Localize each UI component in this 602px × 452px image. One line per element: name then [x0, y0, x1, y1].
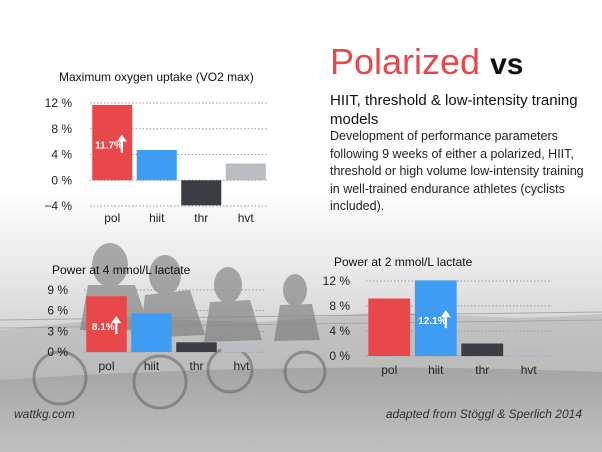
chart-power4-category-label: hiit	[144, 359, 160, 373]
chart-vo2max-bar-thr	[181, 180, 222, 206]
footer-citation: adapted from Stöggl & Sperlich 2014	[385, 407, 582, 421]
chart-power2-category-label: pol	[381, 363, 397, 377]
chart-vo2max-ytick-label: −4 %	[44, 199, 72, 213]
chart-power2-category-label: hiit	[428, 363, 444, 377]
chart-power4-title: Power at 4 mmol/L lactate	[52, 263, 191, 277]
chart-vo2max-category-label: pol	[104, 211, 120, 225]
chart-power4-bar-hvt	[221, 343, 262, 352]
chart-power2-annotation-label: 12.1%	[418, 316, 446, 327]
up-arrow-head-icon	[111, 316, 122, 324]
chart-power4-category-label: pol	[98, 359, 114, 373]
chart-vo2max-category-label: hiit	[149, 211, 165, 225]
chart-power4-ytick-label: 9 %	[47, 283, 68, 297]
chart-power4-bar-hiit	[131, 313, 172, 352]
title-rest: vs	[490, 48, 524, 81]
title-block: Polarized vs HIIT, threshold & low-inten…	[330, 42, 590, 129]
chart-vo2max-bar-hvt	[225, 163, 266, 181]
footer-source-site: wattkg.com	[14, 407, 75, 421]
chart-vo2max-ytick-label: 0 %	[51, 173, 72, 187]
chart-power2-bar-pol	[368, 298, 411, 356]
chart-power4-ytick-label: 0 %	[47, 345, 68, 359]
chart-power2-ytick-label: 4 %	[329, 324, 350, 338]
chart-vo2max-category-label: thr	[194, 211, 208, 225]
page-subtitle: HIIT, threshold & low-intensity traning …	[330, 92, 578, 128]
chart-power4-ytick-label: 3 %	[47, 324, 68, 338]
chart-power2-ytick-label: 0 %	[329, 349, 350, 363]
chart-power2-category-label: hvt	[521, 363, 538, 377]
chart-power4-ytick-label: 6 %	[47, 304, 68, 318]
chart-power2-ytick-label: 12 %	[323, 274, 351, 288]
up-arrow-head-icon	[440, 310, 451, 318]
chart-power2-bar-hiit	[414, 280, 457, 356]
chart-vo2max-annotation-label: 11.7%	[95, 141, 123, 152]
chart-power2-bar-thr	[461, 343, 504, 356]
description: Development of performance parameters fo…	[330, 129, 584, 213]
chart-vo2max-bar-pol	[92, 104, 133, 181]
chart-vo2max-title: Maximum oxygen uptake (VO2 max)	[59, 70, 254, 84]
chart-power2-category-label: thr	[475, 363, 489, 377]
chart-vo2max-ytick-label: 8 %	[51, 122, 72, 136]
chart-power2-ytick-label: 8 %	[329, 299, 350, 313]
chart-power2-bar-hvt	[507, 351, 550, 356]
chart-vo2max-category-label: hvt	[238, 211, 255, 225]
chart-vo2max-ytick-label: 4 %	[51, 148, 72, 162]
chart-power4-bar-thr	[176, 342, 217, 352]
chart-vo2max-bar-hiit	[136, 149, 177, 181]
chart-power4-category-label: thr	[189, 359, 203, 373]
up-arrow-head-icon	[116, 134, 127, 142]
chart-power4-annotation-label: 8.1%	[92, 322, 115, 333]
chart-power4-bar-pol	[86, 296, 127, 352]
chart-power2-title: Power at 2 mmol/L lactate	[334, 255, 473, 269]
title-accent: Polarized	[330, 41, 481, 82]
chart-power4-category-label: hvt	[233, 359, 250, 373]
chart-vo2max-ytick-label: 12 %	[45, 96, 73, 110]
page-title: Polarized vs	[330, 42, 590, 85]
